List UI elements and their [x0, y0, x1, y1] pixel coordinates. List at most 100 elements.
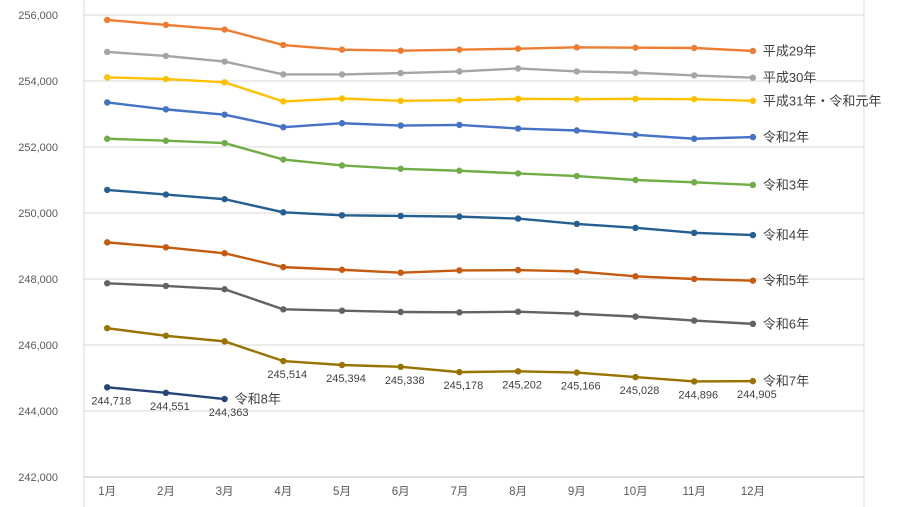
- data-point-marker: [514, 368, 522, 375]
- data-point-marker: [221, 79, 228, 86]
- data-point-marker: [573, 127, 580, 134]
- series-end-label: 平成29年: [763, 43, 816, 58]
- data-point-marker: [573, 172, 580, 180]
- data-point-marker: [162, 75, 170, 83]
- data-point-marker: [632, 131, 639, 138]
- data-point-marker: [397, 212, 404, 220]
- data-point-marker: [456, 167, 463, 174]
- series-line-8: [105, 282, 755, 326]
- series-end-label: 令和5年: [763, 273, 809, 288]
- series-line-1: [105, 18, 755, 53]
- series-line-6: [105, 188, 755, 237]
- x-axis-tick-label: 3月: [216, 486, 234, 498]
- data-point-marker: [456, 68, 463, 75]
- x-axis-tick-label: 11月: [682, 486, 705, 498]
- data-point-marker: [162, 52, 170, 60]
- data-point-marker: [104, 16, 111, 24]
- data-point-marker: [280, 357, 287, 365]
- data-point-marker: [632, 313, 639, 320]
- series-end-label: 令和8年: [235, 392, 281, 407]
- data-point-marker: [338, 71, 346, 78]
- data-point-marker: [632, 373, 639, 381]
- y-axis-tick-label: 256,000: [18, 10, 58, 22]
- data-point-marker: [280, 71, 287, 78]
- x-axis-tick-label: 12月: [741, 486, 765, 498]
- data-point-marker: [221, 58, 228, 65]
- series-end-label: 令和2年: [763, 130, 809, 145]
- data-point-marker: [397, 363, 404, 371]
- data-point-marker: [514, 65, 522, 72]
- series-line-3: [105, 76, 755, 103]
- data-point-marker: [104, 74, 111, 81]
- data-label: 245,394: [326, 373, 366, 385]
- data-point-marker: [514, 45, 522, 52]
- data-point-marker: [162, 244, 170, 251]
- data-point-marker: [573, 268, 580, 275]
- data-point-marker: [221, 111, 228, 118]
- x-axis-tick-label: 6月: [392, 486, 410, 498]
- data-point-marker: [338, 361, 346, 369]
- data-point-marker: [573, 310, 580, 317]
- data-point-marker: [749, 97, 757, 105]
- data-label: 245,166: [561, 381, 601, 393]
- data-point-marker: [456, 96, 463, 104]
- data-point-marker: [397, 122, 404, 129]
- data-point-marker: [104, 135, 111, 142]
- data-point-marker: [104, 99, 111, 106]
- data-point-marker: [514, 125, 522, 132]
- data-point-marker: [162, 21, 170, 29]
- data-point-marker: [514, 95, 522, 103]
- data-point-marker: [691, 135, 698, 142]
- data-point-marker: [338, 162, 346, 169]
- data-label: 245,514: [267, 369, 307, 381]
- data-point-marker: [749, 133, 757, 141]
- data-label: 245,028: [620, 385, 660, 397]
- y-axis-tick-label: 252,000: [18, 142, 58, 154]
- data-point-marker: [280, 124, 287, 131]
- data-point-marker: [338, 120, 346, 127]
- data-point-marker: [691, 317, 698, 324]
- data-point-marker: [280, 156, 287, 163]
- data-point-marker: [162, 332, 170, 339]
- y-axis-tick-label: 242,000: [18, 472, 58, 484]
- data-point-marker: [280, 209, 287, 216]
- data-point-marker: [221, 286, 228, 293]
- data-point-marker: [691, 229, 698, 236]
- x-axis-tick-label: 8月: [509, 486, 527, 498]
- data-point-marker: [162, 282, 170, 290]
- data-point-marker: [632, 44, 639, 51]
- data-label: 244,551: [150, 401, 190, 413]
- data-point-marker: [162, 191, 170, 198]
- data-point-marker: [338, 307, 346, 314]
- data-point-marker: [280, 263, 287, 271]
- data-point-marker: [456, 121, 463, 129]
- series-end-label: 令和4年: [763, 228, 809, 243]
- data-point-marker: [573, 369, 580, 376]
- data-point-marker: [338, 266, 346, 273]
- data-point-marker: [573, 220, 580, 228]
- data-label: 245,178: [444, 380, 484, 392]
- data-point-marker: [632, 176, 639, 184]
- data-point-marker: [104, 280, 111, 287]
- series-end-label: 平成30年: [763, 70, 816, 85]
- data-point-marker: [749, 181, 757, 189]
- x-axis-tick-label: 1月: [98, 486, 116, 498]
- data-point-marker: [514, 215, 522, 222]
- y-axis-tick-label: 254,000: [18, 76, 58, 88]
- data-point-marker: [338, 46, 346, 53]
- data-point-marker: [632, 273, 639, 280]
- data-point-marker: [749, 377, 757, 385]
- series-line-2: [105, 50, 755, 79]
- data-point-marker: [104, 384, 111, 391]
- data-point-marker: [397, 47, 404, 54]
- data-point-marker: [221, 338, 228, 345]
- data-point-marker: [749, 47, 757, 55]
- data-point-marker: [456, 368, 463, 376]
- data-point-marker: [280, 41, 287, 49]
- data-point-marker: [397, 97, 404, 105]
- data-point-marker: [514, 170, 522, 177]
- data-label: 245,202: [502, 379, 542, 391]
